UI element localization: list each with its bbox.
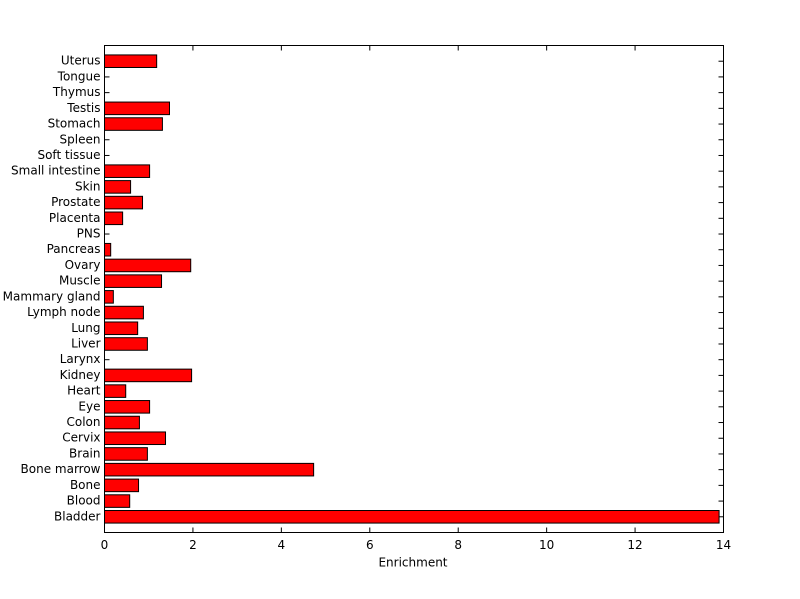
bar xyxy=(104,54,158,68)
bar xyxy=(104,462,315,477)
bar xyxy=(104,510,720,524)
y-tick-label: Colon xyxy=(66,415,100,429)
bar xyxy=(104,305,144,320)
y-tick-label: Blood xyxy=(67,494,101,508)
y-tick-label: Lymph node xyxy=(27,305,100,319)
y-tick-label: Tongue xyxy=(57,69,101,83)
bar xyxy=(104,211,124,226)
y-tick-label: Small intestine xyxy=(11,164,100,178)
y-tick-label: Heart xyxy=(67,384,101,398)
x-axis-label: Enrichment xyxy=(378,556,447,570)
y-tick-label: Lung xyxy=(71,321,100,335)
bar xyxy=(104,258,192,273)
x-tick-label: 14 xyxy=(716,538,731,552)
y-tick-label: Pancreas xyxy=(47,242,101,256)
y-tick-label: Uterus xyxy=(61,54,101,68)
bar xyxy=(104,447,148,461)
bar xyxy=(104,321,139,336)
x-tick-label: 4 xyxy=(278,538,286,552)
y-tick-label: Bone marrow xyxy=(21,462,101,476)
bar xyxy=(104,384,127,398)
bar xyxy=(104,478,140,493)
y-tick-label: Bladder xyxy=(54,509,101,523)
bar xyxy=(104,415,140,430)
y-tick-label: Cervix xyxy=(62,431,100,445)
x-tick-label: 10 xyxy=(539,538,554,552)
x-tick-label: 12 xyxy=(627,538,642,552)
x-tick-label: 0 xyxy=(101,538,109,552)
bar xyxy=(104,242,112,257)
bar xyxy=(104,274,163,288)
y-tick-label: Soft tissue xyxy=(37,148,100,162)
y-tick-label: Mammary gland xyxy=(3,289,101,303)
y-tick-label: Spleen xyxy=(60,132,101,146)
y-tick-label: Testis xyxy=(66,101,100,115)
plot-frame xyxy=(104,45,724,533)
y-tick-label: Eye xyxy=(78,399,100,413)
y-tick-label: Stomach xyxy=(48,117,101,131)
y-tick-label: Muscle xyxy=(59,274,101,288)
x-tick-label: 6 xyxy=(366,538,374,552)
y-tick-label: Liver xyxy=(71,336,101,350)
x-tick-label: 8 xyxy=(454,538,462,552)
bar xyxy=(104,117,163,131)
bar xyxy=(104,164,151,178)
bar xyxy=(104,494,131,508)
x-tick-label: 2 xyxy=(189,538,197,552)
bar xyxy=(104,368,193,383)
bar xyxy=(104,431,167,446)
bar xyxy=(104,400,151,414)
y-tick-label: Bone xyxy=(70,478,101,492)
bar xyxy=(104,337,148,351)
bar xyxy=(104,101,170,116)
y-tick-label: Ovary xyxy=(65,258,101,272)
y-tick-label: PNS xyxy=(77,227,101,241)
y-tick-label: Thymus xyxy=(52,85,101,99)
y-tick-label: Brain xyxy=(69,446,100,460)
y-tick-label: Placenta xyxy=(49,211,101,225)
y-tick-label: Skin xyxy=(75,179,101,193)
bar xyxy=(104,195,144,210)
y-tick-label: Prostate xyxy=(51,195,100,209)
y-tick-label: Kidney xyxy=(60,368,101,382)
bar xyxy=(104,180,132,194)
y-tick-label: Larynx xyxy=(60,352,101,366)
bar xyxy=(104,290,114,304)
